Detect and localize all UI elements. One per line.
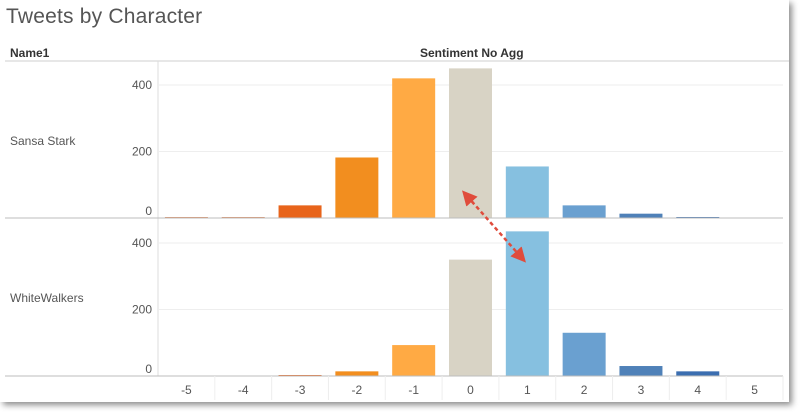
bar: [619, 213, 663, 218]
y-tick-label: 0: [145, 362, 152, 376]
bar: [335, 371, 379, 377]
bar: [505, 166, 549, 218]
x-tick-label: -3: [295, 383, 306, 397]
bar: [392, 345, 436, 376]
y-tick-label: 400: [132, 78, 152, 92]
bar: [562, 332, 606, 376]
y-tick-label: 200: [132, 145, 152, 159]
bar: [676, 371, 720, 377]
row-label: Sansa Stark: [10, 134, 76, 148]
x-tick-label: 2: [581, 383, 588, 397]
x-tick-label: 0: [467, 383, 474, 397]
bar: [562, 205, 606, 219]
bar: [278, 205, 322, 219]
bar: [505, 231, 549, 376]
x-tick-label: 3: [638, 383, 645, 397]
bar: [449, 259, 492, 377]
bar: [335, 157, 379, 219]
x-tick-label: 4: [694, 383, 701, 397]
bar-chart: Sansa Stark 0 200 400 WhiteWalkers 0 200 400 -5 -…: [5, 60, 789, 400]
x-tick-label: 1: [524, 383, 531, 397]
bar: [392, 78, 436, 218]
x-tick-label: -2: [352, 383, 363, 397]
x-tick-label: -5: [181, 383, 192, 397]
row-label: WhiteWalkers: [10, 291, 84, 305]
row-header-label: Name1: [10, 46, 50, 60]
chart-window: Tweets by Character Name1 Sentiment No A…: [5, 5, 789, 400]
x-tick-label: -4: [238, 383, 249, 397]
bar: [449, 68, 492, 219]
chart-title: Tweets by Character: [6, 5, 203, 28]
y-tick-label: 0: [145, 204, 152, 218]
x-tick-label: 5: [751, 383, 758, 397]
bar: [619, 366, 663, 376]
y-tick-label: 400: [132, 236, 152, 250]
column-header-label: Sentiment No Agg: [420, 46, 524, 60]
y-tick-label: 200: [132, 303, 152, 317]
x-tick-label: -1: [408, 383, 419, 397]
